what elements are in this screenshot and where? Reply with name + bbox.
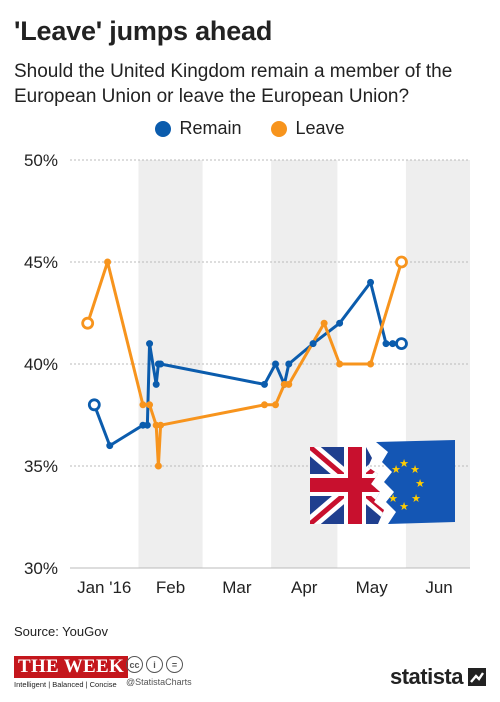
data-point-leave <box>285 380 293 388</box>
y-tick-label: 40% <box>24 355 58 374</box>
license-block: cc i = @StatistaCharts <box>126 656 192 687</box>
data-point-remain <box>285 360 293 368</box>
data-point-remain <box>336 319 344 327</box>
y-tick-label: 30% <box>24 559 58 578</box>
x-tick-label: Feb <box>156 578 185 597</box>
data-point-remain <box>106 442 114 450</box>
data-point-leave <box>336 360 344 368</box>
brexit-flag-illustration: ★ ★ ★ ★ ★ ★ ★ <box>310 440 455 524</box>
data-point-remain <box>395 337 408 351</box>
legend-item-remain: Remain <box>155 118 241 139</box>
data-point-remain <box>146 340 154 348</box>
data-point-remain <box>367 278 375 286</box>
legend-swatch-remain <box>155 120 172 137</box>
publisher-tagline: Intelligent | Balanced | Concise <box>14 680 117 689</box>
chart-title: 'Leave' jumps ahead <box>14 16 273 46</box>
data-point-remain <box>260 380 268 388</box>
data-point-remain <box>143 421 151 429</box>
svg-text:★: ★ <box>399 500 409 513</box>
source-note: Source: YouGov <box>14 624 108 639</box>
statista-logo[interactable]: statista <box>390 664 486 690</box>
data-point-remain <box>272 360 280 368</box>
data-point-remain <box>152 380 160 388</box>
data-point-leave <box>81 316 95 330</box>
data-point-leave <box>139 401 147 409</box>
x-tick-label: Jan '16 <box>77 578 131 597</box>
data-point-leave <box>395 255 408 269</box>
x-tick-label: May <box>356 578 389 597</box>
y-tick-label: 50% <box>24 151 58 170</box>
creative-commons-icon: cc <box>126 656 143 673</box>
data-point-leave <box>272 401 280 409</box>
x-tick-label: Mar <box>222 578 252 597</box>
svg-text:★: ★ <box>399 457 409 470</box>
x-tick-label: Jun <box>425 578 452 597</box>
legend: Remain Leave <box>0 118 500 139</box>
svg-text:★: ★ <box>388 492 398 505</box>
y-tick-label: 45% <box>24 253 58 272</box>
data-point-remain <box>382 340 390 348</box>
publisher-name: THE WEEK <box>14 656 129 678</box>
legend-swatch-leave <box>271 120 288 137</box>
data-point-leave <box>104 258 112 266</box>
attribution-icon: i <box>146 656 163 673</box>
data-point-remain <box>157 360 165 368</box>
statista-wordmark: statista <box>389 664 464 689</box>
data-point-leave <box>260 401 268 409</box>
data-point-leave <box>157 421 165 429</box>
data-point-remain <box>389 340 397 348</box>
legend-label-remain: Remain <box>179 118 242 138</box>
data-point-leave <box>154 462 162 470</box>
publisher-logo: THE WEEK Intelligent | Balanced | Concis… <box>14 656 129 689</box>
legend-item-leave: Leave <box>271 118 345 139</box>
legend-label-leave: Leave <box>295 118 345 138</box>
svg-text:★: ★ <box>415 477 425 490</box>
data-point-leave <box>367 360 375 368</box>
statista-mark-icon <box>468 668 486 686</box>
data-point-remain <box>87 398 101 412</box>
svg-text:★: ★ <box>411 492 421 505</box>
y-tick-label: 35% <box>24 457 58 476</box>
data-point-remain <box>309 340 317 348</box>
svg-text:★: ★ <box>391 463 401 476</box>
x-tick-label: Apr <box>291 578 318 597</box>
no-derivatives-icon: = <box>166 656 183 673</box>
line-chart: 30% 35% 40% 45% 50% Jan '16 Feb Mar Apr May Jun <box>24 151 470 597</box>
data-point-leave <box>320 319 328 327</box>
data-point-leave <box>146 401 154 409</box>
svg-text:★: ★ <box>410 463 420 476</box>
social-handle: @StatistaCharts <box>126 677 192 687</box>
chart-subtitle: Should the United Kingdom remain a membe… <box>14 61 453 107</box>
